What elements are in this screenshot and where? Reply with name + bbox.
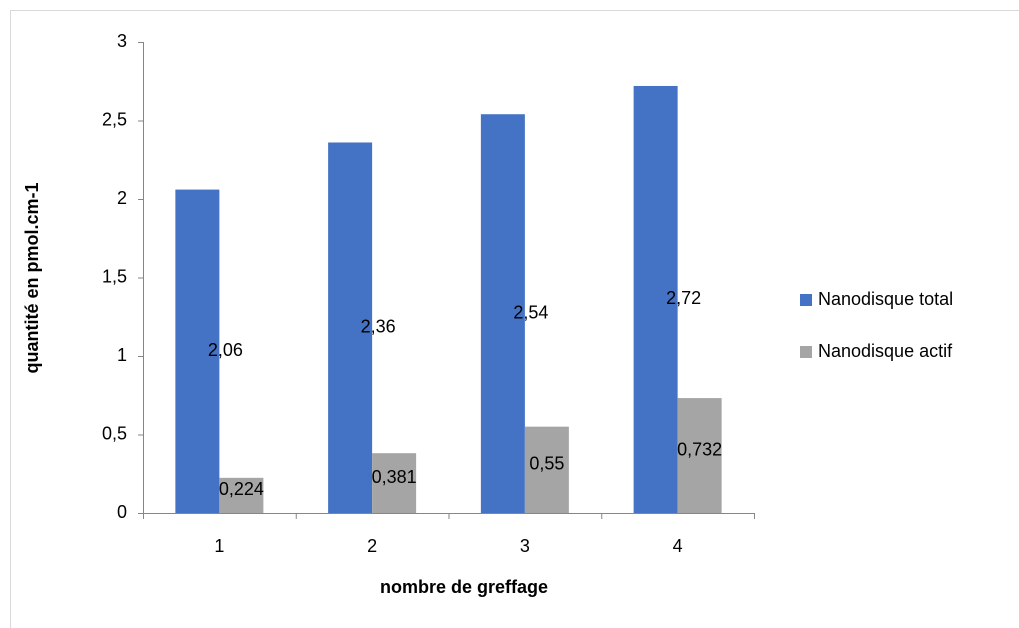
y-tick-label: 1,5 — [102, 266, 127, 286]
y-tick-label: 2,5 — [102, 109, 127, 129]
x-tick-label: 3 — [520, 536, 530, 556]
y-tick-label: 2 — [117, 188, 127, 208]
y-tick-label: 1 — [117, 345, 127, 365]
data-label: 0,381 — [372, 467, 417, 487]
y-tick-label: 0 — [117, 502, 127, 522]
data-label: 2,54 — [513, 302, 548, 322]
y-axis-title: quantité en pmol.cm-1 — [22, 182, 42, 373]
bar — [633, 85, 678, 514]
bar — [328, 142, 373, 514]
data-label: 2,36 — [361, 316, 396, 336]
data-label: 0,732 — [677, 439, 722, 459]
x-tick-label: 1 — [214, 536, 224, 556]
x-axis-title: nombre de greffage — [380, 577, 548, 597]
x-tick-label: 2 — [367, 536, 377, 556]
bar — [524, 426, 569, 513]
bar — [480, 114, 525, 513]
chart-frame — [10, 10, 1019, 628]
y-tick-label: 0,5 — [102, 423, 127, 443]
bar — [219, 477, 264, 513]
data-label: 0,55 — [529, 454, 564, 474]
data-label: 2,72 — [666, 288, 701, 308]
data-label: 0,224 — [219, 479, 264, 499]
x-tick-label: 4 — [673, 536, 683, 556]
bar — [372, 453, 417, 513]
legend-label: Nanodisque total — [818, 289, 953, 309]
legend-swatch — [800, 294, 812, 306]
bar — [175, 189, 220, 513]
legend-swatch — [800, 346, 812, 358]
legend-label: Nanodisque actif — [818, 341, 953, 361]
data-label: 2,06 — [208, 340, 243, 360]
y-tick-label: 3 — [117, 31, 127, 51]
bar — [677, 398, 722, 513]
